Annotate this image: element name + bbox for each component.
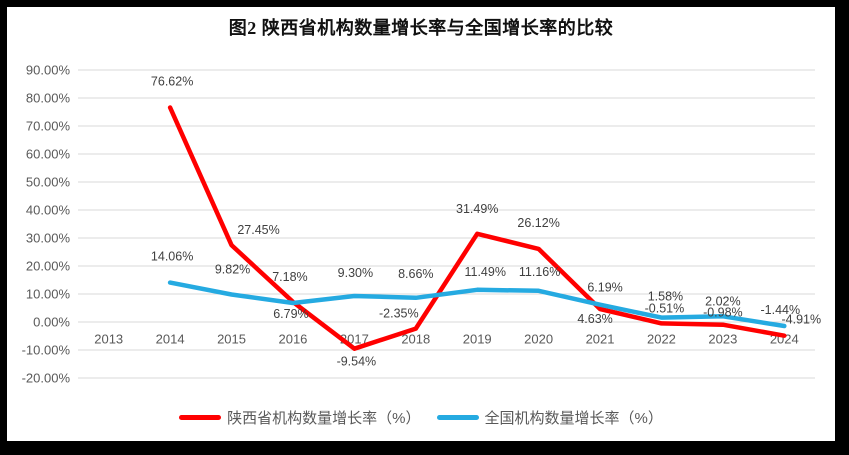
x-axis-label: 2013 [94,332,123,347]
data-label-shaanxi: 76.62% [151,74,193,88]
data-label-national: 14.06% [151,250,193,264]
y-axis-tick-label: 0.00% [33,315,70,330]
data-label-shaanxi: -0.98% [703,306,743,320]
legend-item-national: 全国机构数量增长率（%） [436,407,663,428]
y-axis-tick-label: 90.00% [26,63,71,78]
legend-label-shaanxi: 陕西省机构数量增长率（%） [227,410,421,427]
chart-title: 图2 陕西省机构数量增长率与全国增长率的比较 [228,18,614,38]
data-label-shaanxi: 4.63% [577,312,612,326]
y-axis-tick-label: -10.00% [22,343,71,358]
data-label-national: 9.82% [215,263,250,277]
y-axis-tick-label: -20.00% [22,371,71,386]
x-axis-label: 2022 [647,332,676,347]
x-axis-label: 2020 [524,332,553,347]
legend-item-shaanxi: 陕西省机构数量增长率（%） [179,407,421,428]
y-axis-tick-label: 60.00% [26,147,71,162]
data-label-national: 2.02% [705,294,740,308]
data-label-shaanxi: 31.49% [456,202,498,216]
blue-line-swatch-icon [436,415,479,420]
data-label-shaanxi: -0.51% [645,301,685,315]
data-label-shaanxi: -4.91% [781,313,821,327]
data-label-national: 9.30% [338,266,373,280]
line-chart-plot-area: 90.00% 80.00% 70.00% 60.00% 50.00% 40.00% 30.0… [22,63,822,386]
y-axis-tick-label: 20.00% [26,259,71,274]
x-axis-label: 2014 [156,332,185,347]
data-label-national: 6.79% [273,307,308,321]
data-label-national: -1.44% [760,303,800,317]
chart-legend: 陕西省机构数量增长率（%） 全国机构数量增长率（%） [7,407,835,428]
data-label-national: 11.49% [464,265,505,279]
y-axis-tick-label: 50.00% [26,175,71,190]
series-line-national [167,280,787,329]
y-axis-tick-label: 80.00% [26,91,71,106]
data-label-shaanxi: -2.35% [379,307,419,321]
y-axis-tick-label: 70.00% [26,119,71,134]
series-line-shaanxi [167,105,787,351]
x-axis-label: 2023 [708,332,737,347]
y-axis-tick-label: 40.00% [26,203,71,218]
data-label-national: 6.19% [587,281,622,295]
data-label-shaanxi: 27.45% [237,223,279,237]
data-label-shaanxi: 26.12% [517,216,559,230]
x-axis-label: 2016 [278,332,307,347]
x-axis-label: 2021 [586,332,615,347]
x-axis-label: 2019 [463,332,492,347]
chart-card: 图2 陕西省机构数量增长率与全国增长率的比较 90.00% 80.00% 70.00… [7,7,835,441]
x-axis-label: 2018 [401,332,430,347]
data-label-shaanxi: -9.54% [337,355,377,369]
data-label-national: 8.66% [398,267,433,281]
legend-label-national: 全国机构数量增长率（%） [484,410,663,427]
red-line-swatch-icon [179,415,222,420]
x-axis-label: 2015 [217,332,246,347]
y-axis-tick-label: 10.00% [26,287,71,302]
data-label-shaanxi: 7.18% [272,270,307,284]
y-axis-tick-label: 30.00% [26,231,71,246]
data-label-national: 1.58% [648,290,683,304]
data-label-national: 11.16% [519,265,560,279]
